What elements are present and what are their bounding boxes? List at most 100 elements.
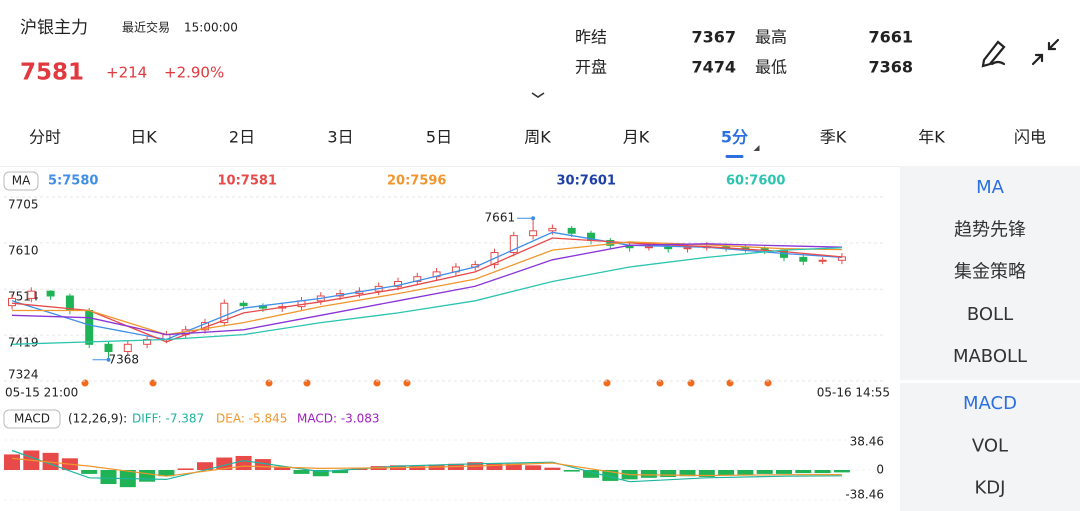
macd-legend: DEA: -5.845 [216,412,287,426]
macd-bar [293,470,310,474]
tab[interactable]: 月K [623,128,650,147]
ma-line [11,243,842,336]
ma-line [11,237,842,343]
side-item[interactable]: 趋势先锋 [954,219,1026,240]
side-item[interactable]: MACD [963,393,1017,414]
macd-bar [756,470,773,474]
draw-icon[interactable] [981,40,1006,68]
trade-time: 15:00:00 [184,21,238,35]
price: 7581 [20,60,84,86]
candle-body [413,276,422,283]
macd-legend: DIFF: -7.387 [132,412,204,426]
tab[interactable]: 闪电 [1014,128,1046,147]
candle-body [46,290,55,297]
tab[interactable]: 分时 [29,128,61,147]
candle-body [104,343,113,353]
macd-bar [197,462,213,470]
macd-params: (12,26,9): [68,412,127,426]
candle-body [683,247,692,250]
macd-line [11,457,842,477]
macd-bar [100,470,117,485]
stat-label: 最低 [755,58,787,77]
macd-tick-label: -38.46 [845,488,884,502]
macd-bar [563,470,580,472]
stat-value: 7661 [868,28,913,47]
side-item[interactable]: KDJ [975,478,1006,499]
candle-body [509,235,518,254]
ma-line [11,247,842,345]
collapse-icon[interactable] [1031,38,1060,66]
title: 沪银主力 [20,18,88,38]
low-dot [106,357,111,362]
candle-body [123,343,132,353]
stat-label: 昨结 [575,28,607,47]
tab-bar: 分时 日K 2日 3日 5日 周K 月K 5分 季K 年K 闪电 [29,128,1046,158]
ma-line [12,241,842,336]
macd-line [11,449,842,483]
time-end: 05-16 14:55 [817,386,890,400]
tab[interactable]: 季K [820,128,847,147]
ma-legend: 20:7596 [387,174,446,189]
tab[interactable]: 5分 [721,128,748,147]
ma-legend: 60:7600 [726,174,785,189]
stat-value: 7474 [691,58,736,77]
candle-body [27,290,36,299]
candle-body [85,309,94,345]
macd-bar [4,454,20,470]
trade-label: 最近交易 [122,20,170,35]
macd-bar [332,470,349,474]
y-tick-label: 7324 [8,368,39,382]
candle-body [529,230,538,237]
ma-label: MA [12,174,31,188]
y-tick-label: 7610 [8,243,39,257]
macd-bar [235,455,252,470]
tab[interactable]: 2日 [229,128,255,147]
tab-menu-arrow [753,145,760,151]
expand-chevron[interactable] [531,92,545,98]
side-divider [900,380,1080,383]
side-panel [900,166,1080,511]
macd-bar [139,470,156,482]
ma-legend: 10:7581 [218,174,277,189]
candle-body [220,302,229,324]
tab[interactable]: 年K [918,128,945,147]
side-item[interactable]: MA [976,177,1005,198]
high-dot [531,216,536,221]
candle-body [818,259,827,262]
macd-bar [660,470,677,478]
side-item[interactable]: VOL [972,435,1008,456]
tab[interactable]: 3日 [327,128,353,147]
macd-bar [158,470,175,477]
macd-bar [81,470,98,474]
stat-label: 开盘 [575,58,607,77]
stat-value: 7368 [868,58,913,77]
macd-tick-label: 0 [876,463,884,477]
change-pct: +2.90% [164,64,224,82]
macd-bar [602,470,619,481]
macd-bar [833,470,850,473]
macd-bar [640,470,657,478]
tab-underline [725,155,744,158]
macd-bar [583,470,599,478]
ma-legend: 30:7601 [557,174,616,189]
side-item[interactable]: BOLL [967,304,1013,325]
side-item[interactable]: MABOLL [953,346,1027,367]
macd-bar [737,470,754,475]
tab[interactable]: 周K [524,128,551,147]
tab[interactable]: 日K [130,128,157,147]
macd-bar [795,470,812,474]
stat-label: 最高 [755,28,787,47]
candle-body [664,246,673,250]
macd-bar [776,470,792,474]
tab[interactable]: 5日 [426,128,452,147]
side-item[interactable]: 集金策略 [954,262,1026,283]
high-label: 7661 [485,211,516,225]
macd-bar [505,463,522,470]
low-label: 7368 [109,352,140,366]
macd-bar [486,462,503,470]
time-start: 05-15 21:00 [5,386,78,400]
candle-body [644,246,653,249]
candle-body [548,227,557,232]
divider [0,166,1080,167]
